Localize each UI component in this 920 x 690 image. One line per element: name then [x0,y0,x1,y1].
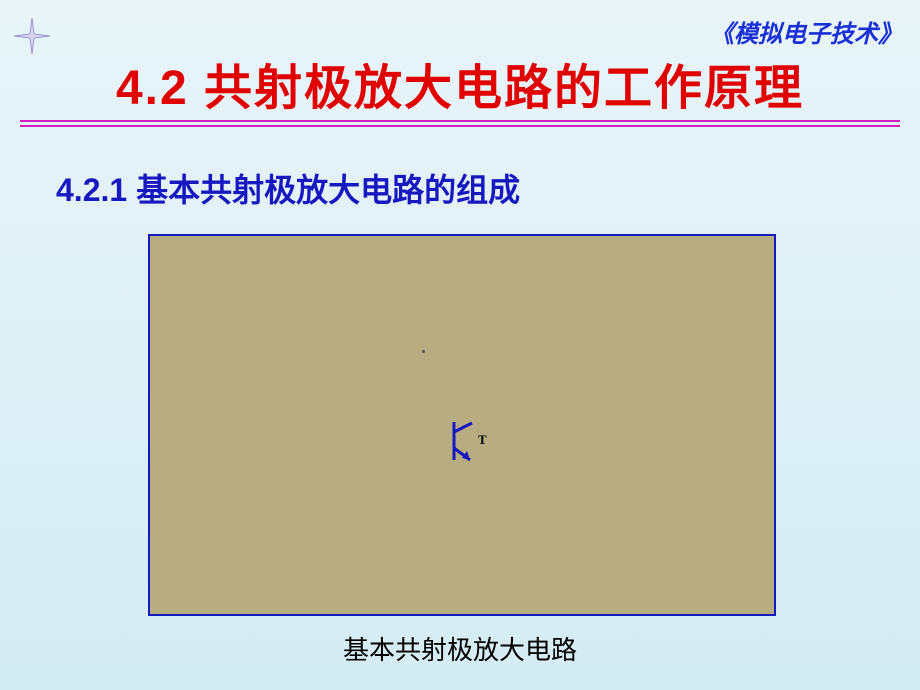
title-underline [20,120,900,127]
main-title: 4.2 共射极放大电路的工作原理 [0,48,920,118]
book-title: 《模拟电子技术》 [710,14,902,49]
diagram-caption: 基本共射极放大电路 [0,630,920,667]
circuit-diagram-box: T [148,234,776,616]
dot-marker [422,350,425,353]
transistor-label: T [478,432,487,448]
sub-title: 4.2.1 基本共射极放大电路的组成 [56,165,520,211]
